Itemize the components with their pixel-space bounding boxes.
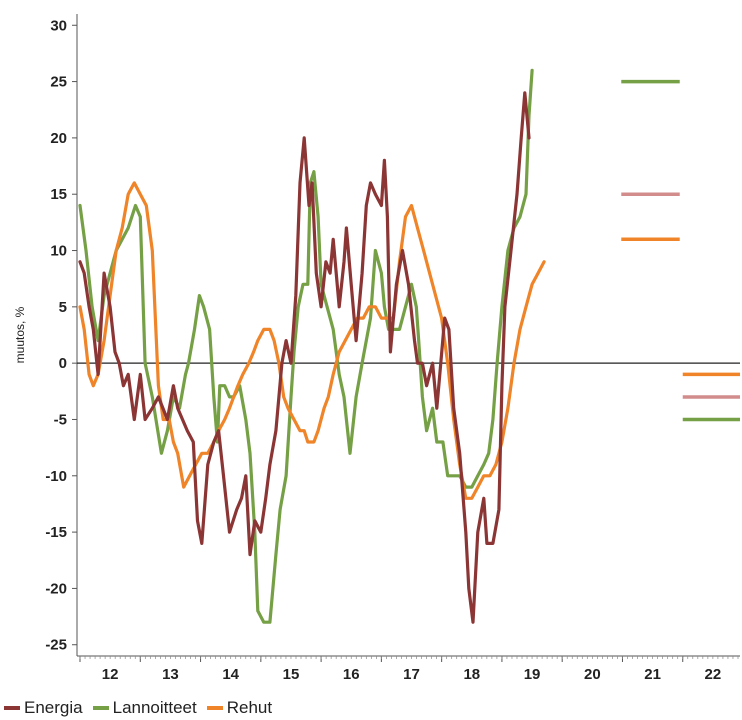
legend-swatch-lannoitteet [92, 706, 109, 710]
y-tick-label: 20 [50, 130, 67, 147]
y-axis: 30 25 20 15 10 5 0 -5 -10 -15 -20 -25 [45, 17, 77, 654]
x-tick-label: 15 [283, 666, 300, 683]
x-tick-label: 22 [705, 666, 722, 683]
legend-item-lannoitteet: Lannoitteet [92, 698, 197, 718]
legend-swatch-energia [4, 706, 20, 710]
y-tick-label: 15 [50, 186, 67, 203]
legend-label-energia: Energia [24, 698, 83, 717]
legend-label-lannoitteet: Lannoitteet [112, 698, 197, 717]
y-axis-label: muutos, % [13, 306, 27, 363]
series-line-lannoitteet [78, 68, 534, 624]
x-tick-label: 19 [524, 666, 541, 683]
x-tick-label: 17 [403, 666, 420, 683]
y-tick-label: 5 [59, 299, 67, 316]
x-tick-label: 21 [644, 666, 661, 683]
series-line-rehut [78, 181, 546, 500]
plot-frame [76, 14, 740, 657]
x-tick-label: 18 [463, 666, 480, 683]
y-tick-label: -10 [45, 468, 67, 485]
forecast-layer [621, 79, 740, 422]
legend-label-rehut: Rehut [226, 698, 273, 717]
series-layer [78, 68, 546, 624]
y-tick-label: 25 [50, 74, 67, 91]
legend-item-rehut: Rehut [206, 698, 273, 718]
y-tick-label: -5 [54, 411, 67, 428]
legend-item-energia: Energia [4, 698, 83, 718]
y-tick-label: 0 [59, 355, 67, 372]
x-tick-label: 12 [102, 666, 119, 683]
x-tick-label: 20 [584, 666, 601, 683]
series-line-energia [78, 91, 531, 624]
y-tick-label: -20 [45, 580, 67, 597]
y-tick-label: -15 [45, 524, 67, 541]
x-axis: 12 13 14 15 16 17 18 19 20 21 22 [79, 656, 739, 683]
legend-swatch-rehut [206, 706, 223, 710]
y-tick-label: -25 [45, 637, 67, 654]
x-tick-label: 14 [222, 666, 239, 683]
x-tick-label: 13 [162, 666, 179, 683]
x-tick-label: 16 [343, 666, 360, 683]
y-tick-label: 10 [50, 243, 67, 260]
legend: Energia Lannoitteet Rehut [4, 698, 276, 718]
y-tick-label: 30 [50, 17, 67, 34]
